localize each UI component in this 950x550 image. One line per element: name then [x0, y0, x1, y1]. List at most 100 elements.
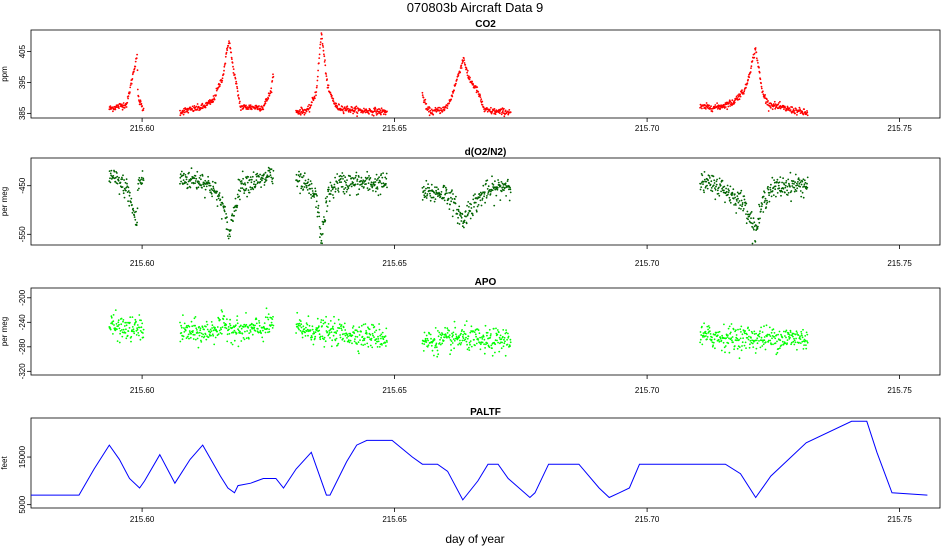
data-point	[319, 227, 322, 230]
data-point	[741, 205, 743, 208]
data-point	[220, 328, 223, 331]
data-point	[243, 323, 246, 326]
data-point	[222, 203, 224, 205]
data-point	[435, 343, 437, 346]
x-axis-title: day of year	[445, 532, 504, 546]
data-point	[321, 233, 324, 235]
data-point	[477, 329, 480, 331]
data-point	[262, 177, 264, 180]
data-point	[117, 319, 120, 322]
data-point	[425, 102, 428, 105]
data-point	[770, 107, 772, 109]
data-point	[803, 108, 805, 111]
data-point	[752, 217, 755, 220]
data-point	[198, 334, 201, 337]
data-point	[346, 337, 348, 339]
data-point	[264, 178, 266, 181]
data-point	[226, 228, 229, 231]
data-point	[325, 73, 327, 75]
data-point	[763, 325, 765, 328]
data-point	[791, 185, 794, 187]
data-point	[239, 100, 241, 103]
data-point	[752, 346, 755, 348]
data-point	[180, 324, 183, 327]
data-point	[299, 192, 301, 195]
data-point	[498, 336, 501, 339]
data-point	[141, 170, 144, 172]
data-point	[321, 335, 324, 338]
data-point	[246, 330, 249, 332]
data-point	[241, 105, 244, 108]
data-point	[726, 108, 729, 111]
data-point	[459, 212, 462, 215]
data-point	[758, 335, 761, 338]
data-point	[490, 190, 492, 193]
data-point	[214, 326, 216, 329]
data-point	[355, 174, 357, 177]
data-point	[491, 111, 494, 113]
data-point	[481, 192, 483, 195]
data-point	[250, 178, 253, 181]
data-point	[721, 187, 723, 190]
data-point	[740, 189, 743, 192]
data-point	[209, 328, 212, 331]
data-point	[379, 181, 382, 183]
data-point	[711, 190, 714, 193]
data-point	[301, 107, 303, 110]
data-point	[792, 340, 795, 343]
data-point	[259, 173, 261, 176]
data-point	[756, 227, 759, 230]
data-point	[316, 215, 319, 218]
data-point	[203, 182, 206, 185]
data-point	[485, 109, 487, 111]
data-point	[372, 114, 375, 117]
data-point	[481, 338, 484, 340]
data-point	[729, 201, 732, 204]
data-point	[225, 213, 228, 215]
data-point	[189, 186, 192, 189]
data-point	[437, 188, 440, 191]
data-point	[302, 188, 305, 191]
data-point	[262, 108, 265, 111]
data-point	[729, 331, 732, 334]
data-point	[270, 176, 273, 179]
data-point	[198, 177, 201, 179]
data-point	[337, 318, 340, 321]
panel-title: APO	[475, 277, 497, 288]
data-point	[216, 190, 219, 193]
data-point	[236, 204, 239, 207]
data-point	[799, 338, 802, 340]
data-point	[370, 185, 373, 187]
data-point	[348, 184, 351, 187]
data-point	[358, 176, 360, 178]
data-point	[776, 181, 778, 183]
data-point	[271, 324, 273, 326]
data-point	[373, 181, 375, 184]
data-point	[212, 185, 215, 188]
data-point	[259, 180, 262, 183]
data-point	[342, 111, 345, 113]
data-point	[269, 92, 272, 95]
data-point	[257, 181, 259, 183]
data-point	[466, 337, 469, 340]
series-points-co2	[108, 32, 809, 118]
data-point	[700, 173, 703, 175]
data-point	[775, 195, 777, 198]
data-point	[723, 189, 725, 192]
data-point	[268, 169, 271, 172]
data-point	[137, 332, 140, 334]
data-point	[806, 333, 809, 336]
data-point	[241, 332, 244, 335]
data-point	[735, 95, 738, 98]
data-point	[792, 180, 795, 183]
data-point	[305, 186, 308, 189]
data-point	[780, 333, 782, 336]
data-point	[479, 191, 482, 194]
data-point	[428, 189, 431, 192]
data-point	[366, 170, 369, 173]
data-point	[757, 225, 759, 228]
data-point	[333, 186, 336, 189]
data-point	[709, 330, 711, 332]
data-point	[184, 329, 187, 332]
data-point	[766, 98, 768, 101]
